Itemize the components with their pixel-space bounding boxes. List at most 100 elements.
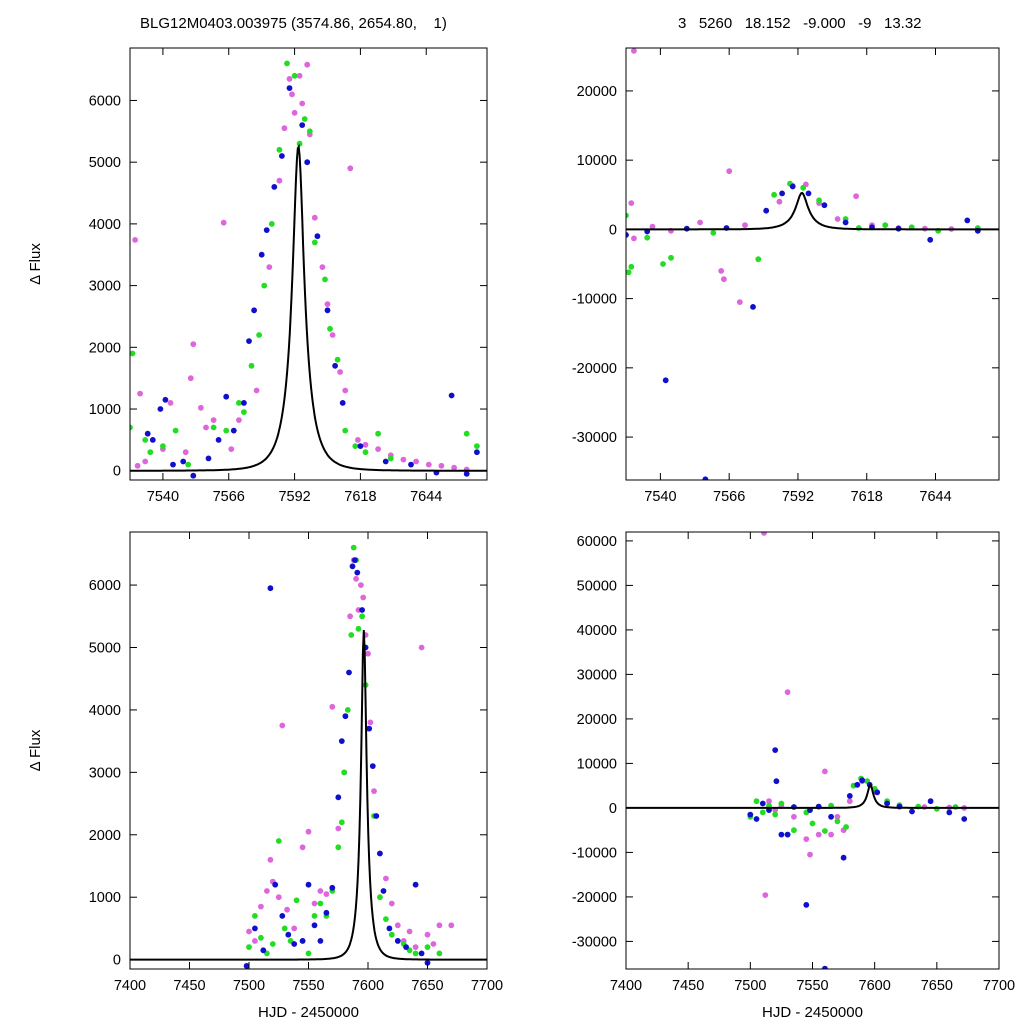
data-point-violet bbox=[628, 200, 635, 207]
x-tick-label: 7400 bbox=[610, 978, 642, 994]
data-point-violet bbox=[388, 900, 395, 907]
data-point-blue bbox=[180, 458, 187, 465]
data-point-blue bbox=[258, 251, 265, 258]
data-point-green bbox=[377, 894, 383, 901]
data-point-violet bbox=[317, 888, 324, 894]
data-point-violet bbox=[365, 650, 371, 657]
data-point-violet bbox=[822, 768, 828, 775]
y-tick-label: -30000 bbox=[572, 430, 617, 446]
data-point-blue bbox=[784, 831, 791, 838]
data-point-violet bbox=[311, 900, 318, 907]
data-point-green bbox=[355, 625, 362, 632]
data-point-blue bbox=[279, 153, 285, 159]
data-point-blue bbox=[311, 922, 318, 929]
data-point-violet bbox=[367, 719, 374, 726]
data-point-violet bbox=[846, 798, 853, 805]
data-point-violet bbox=[406, 928, 413, 935]
data-point-violet bbox=[776, 198, 783, 205]
data-point-violet bbox=[291, 925, 298, 932]
data-point-green bbox=[147, 449, 154, 456]
data-point-violet bbox=[853, 193, 859, 200]
data-point-blue bbox=[346, 669, 352, 676]
data-point-violet bbox=[347, 165, 354, 172]
data-point-blue bbox=[463, 470, 470, 477]
y-tick-label: 3000 bbox=[89, 279, 121, 295]
y-tick-label: -20000 bbox=[572, 361, 617, 377]
x-tick-label: 7500 bbox=[233, 978, 265, 994]
data-point-violet bbox=[304, 61, 311, 68]
data-point-violet bbox=[649, 223, 656, 230]
x-tick-label: 7400 bbox=[114, 978, 146, 994]
data-point-blue bbox=[342, 713, 349, 720]
data-point-violet bbox=[400, 456, 407, 463]
data-point-green bbox=[644, 234, 651, 241]
data-point-blue bbox=[859, 777, 866, 784]
data-point-violet bbox=[198, 404, 204, 411]
data-point-blue bbox=[335, 794, 342, 801]
data-point-green bbox=[341, 769, 348, 776]
data-point-green bbox=[710, 229, 717, 236]
data-point-green bbox=[306, 128, 313, 135]
data-point-blue bbox=[369, 763, 376, 769]
data-point-violet bbox=[360, 594, 367, 601]
data-point-blue bbox=[946, 809, 953, 816]
data-point-green bbox=[284, 60, 290, 67]
data-point-violet bbox=[267, 856, 274, 863]
plot-frame bbox=[625, 47, 1000, 481]
data-point-violet bbox=[371, 788, 377, 794]
y-tick-label: 20000 bbox=[577, 84, 617, 100]
data-point-violet bbox=[815, 831, 822, 838]
data-point-violet bbox=[631, 48, 637, 54]
data-point-violet bbox=[289, 91, 295, 98]
data-point-blue bbox=[753, 816, 760, 822]
data-point-green bbox=[660, 261, 666, 267]
plot-frame bbox=[625, 531, 1000, 970]
data-point-green bbox=[344, 707, 351, 713]
data-point-blue bbox=[252, 925, 258, 932]
data-point-green bbox=[383, 916, 389, 922]
y-tick-label: 3000 bbox=[89, 765, 121, 781]
data-point-violet bbox=[375, 446, 381, 452]
y-tick-label: 6000 bbox=[89, 93, 121, 109]
y-tick-label: 6000 bbox=[89, 578, 121, 594]
data-point-green bbox=[317, 900, 324, 907]
data-point-violet bbox=[258, 903, 264, 910]
data-point-violet bbox=[697, 219, 703, 226]
data-point-violet bbox=[132, 237, 139, 243]
data-point-blue bbox=[329, 884, 336, 891]
data-point-violet bbox=[266, 264, 273, 270]
data-point-green bbox=[338, 819, 345, 826]
y-tick-label: 1000 bbox=[89, 402, 121, 418]
data-point-violet bbox=[761, 532, 767, 536]
data-point-violet bbox=[721, 276, 727, 283]
data-point-blue bbox=[263, 227, 270, 234]
data-point-violet bbox=[430, 941, 437, 947]
data-point-green bbox=[822, 828, 828, 834]
data-point-green bbox=[334, 356, 341, 363]
data-point-blue bbox=[773, 778, 780, 785]
data-points bbox=[130, 60, 480, 479]
data-point-blue bbox=[778, 831, 785, 838]
data-point-blue bbox=[162, 396, 169, 403]
x-tick-label: 7566 bbox=[213, 489, 245, 505]
data-point-green bbox=[771, 191, 777, 198]
data-point-blue bbox=[789, 183, 796, 190]
y-tick-label: 0 bbox=[609, 222, 617, 238]
y-tick-label: -10000 bbox=[572, 845, 617, 861]
data-point-blue bbox=[357, 443, 364, 449]
data-point-violet bbox=[451, 464, 457, 471]
data-point-violet bbox=[726, 168, 733, 175]
data-point-green bbox=[772, 811, 779, 818]
data-point-green bbox=[359, 613, 365, 620]
data-point-green bbox=[276, 146, 283, 153]
data-point-blue bbox=[332, 362, 338, 369]
data-point-blue bbox=[170, 461, 176, 468]
data-point-green bbox=[130, 424, 133, 431]
data-point-blue bbox=[779, 190, 785, 197]
data-point-violet bbox=[210, 417, 217, 423]
data-point-blue bbox=[750, 304, 756, 310]
data-point-violet bbox=[766, 798, 772, 805]
data-point-violet bbox=[203, 424, 209, 431]
data-point-violet bbox=[134, 462, 141, 469]
